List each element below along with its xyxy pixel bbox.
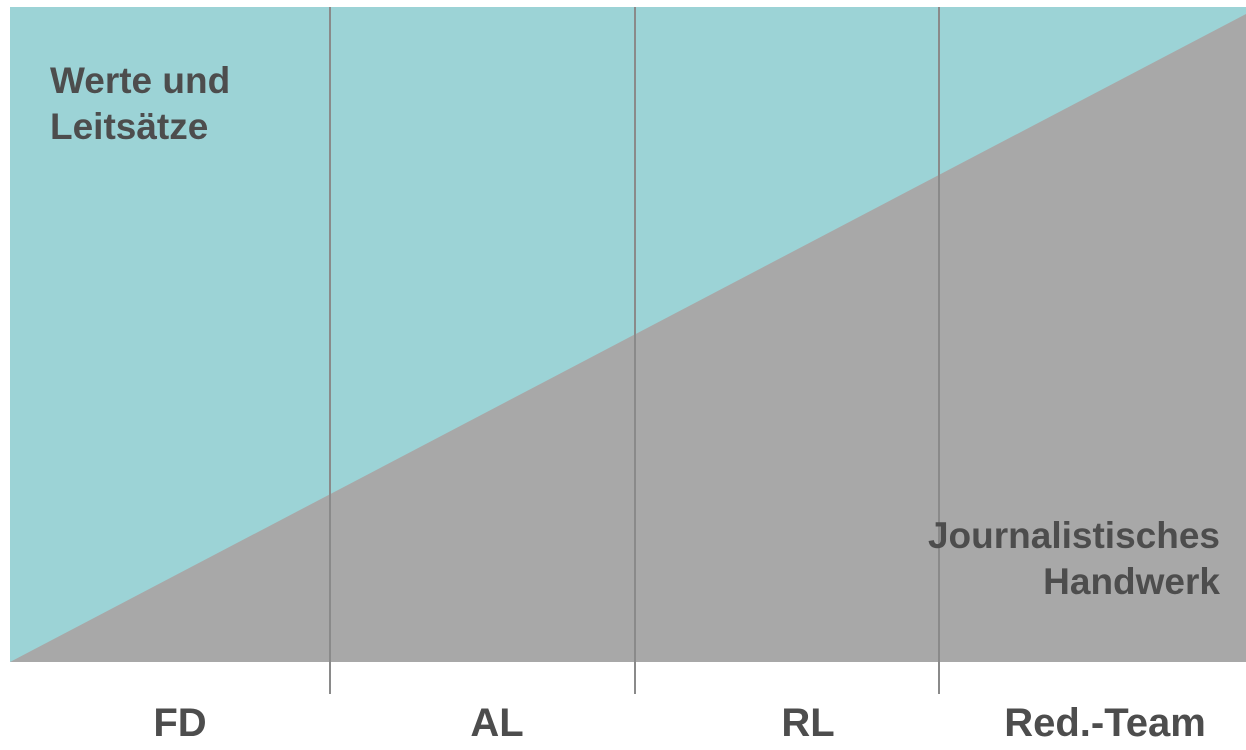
column-label-al: AL [470, 701, 524, 745]
craft-label-line-2: Handwerk [1043, 561, 1220, 602]
column-label-fd: FD [153, 701, 207, 745]
values-label-line-1: Werte und [50, 60, 231, 101]
values-label-line-2: Leitsätze [50, 106, 209, 147]
craft-region [10, 14, 1246, 662]
values-label: Werte und Leitsätze [50, 58, 230, 150]
craft-label-line-1: Journalistisches [927, 515, 1220, 556]
column-label-rl: RL [781, 701, 835, 745]
column-label-red-team: Red.-Team [1004, 701, 1206, 745]
craft-label: Journalistisches Handwerk [928, 513, 1220, 605]
